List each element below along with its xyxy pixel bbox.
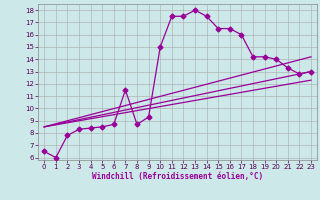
X-axis label: Windchill (Refroidissement éolien,°C): Windchill (Refroidissement éolien,°C) xyxy=(92,172,263,181)
